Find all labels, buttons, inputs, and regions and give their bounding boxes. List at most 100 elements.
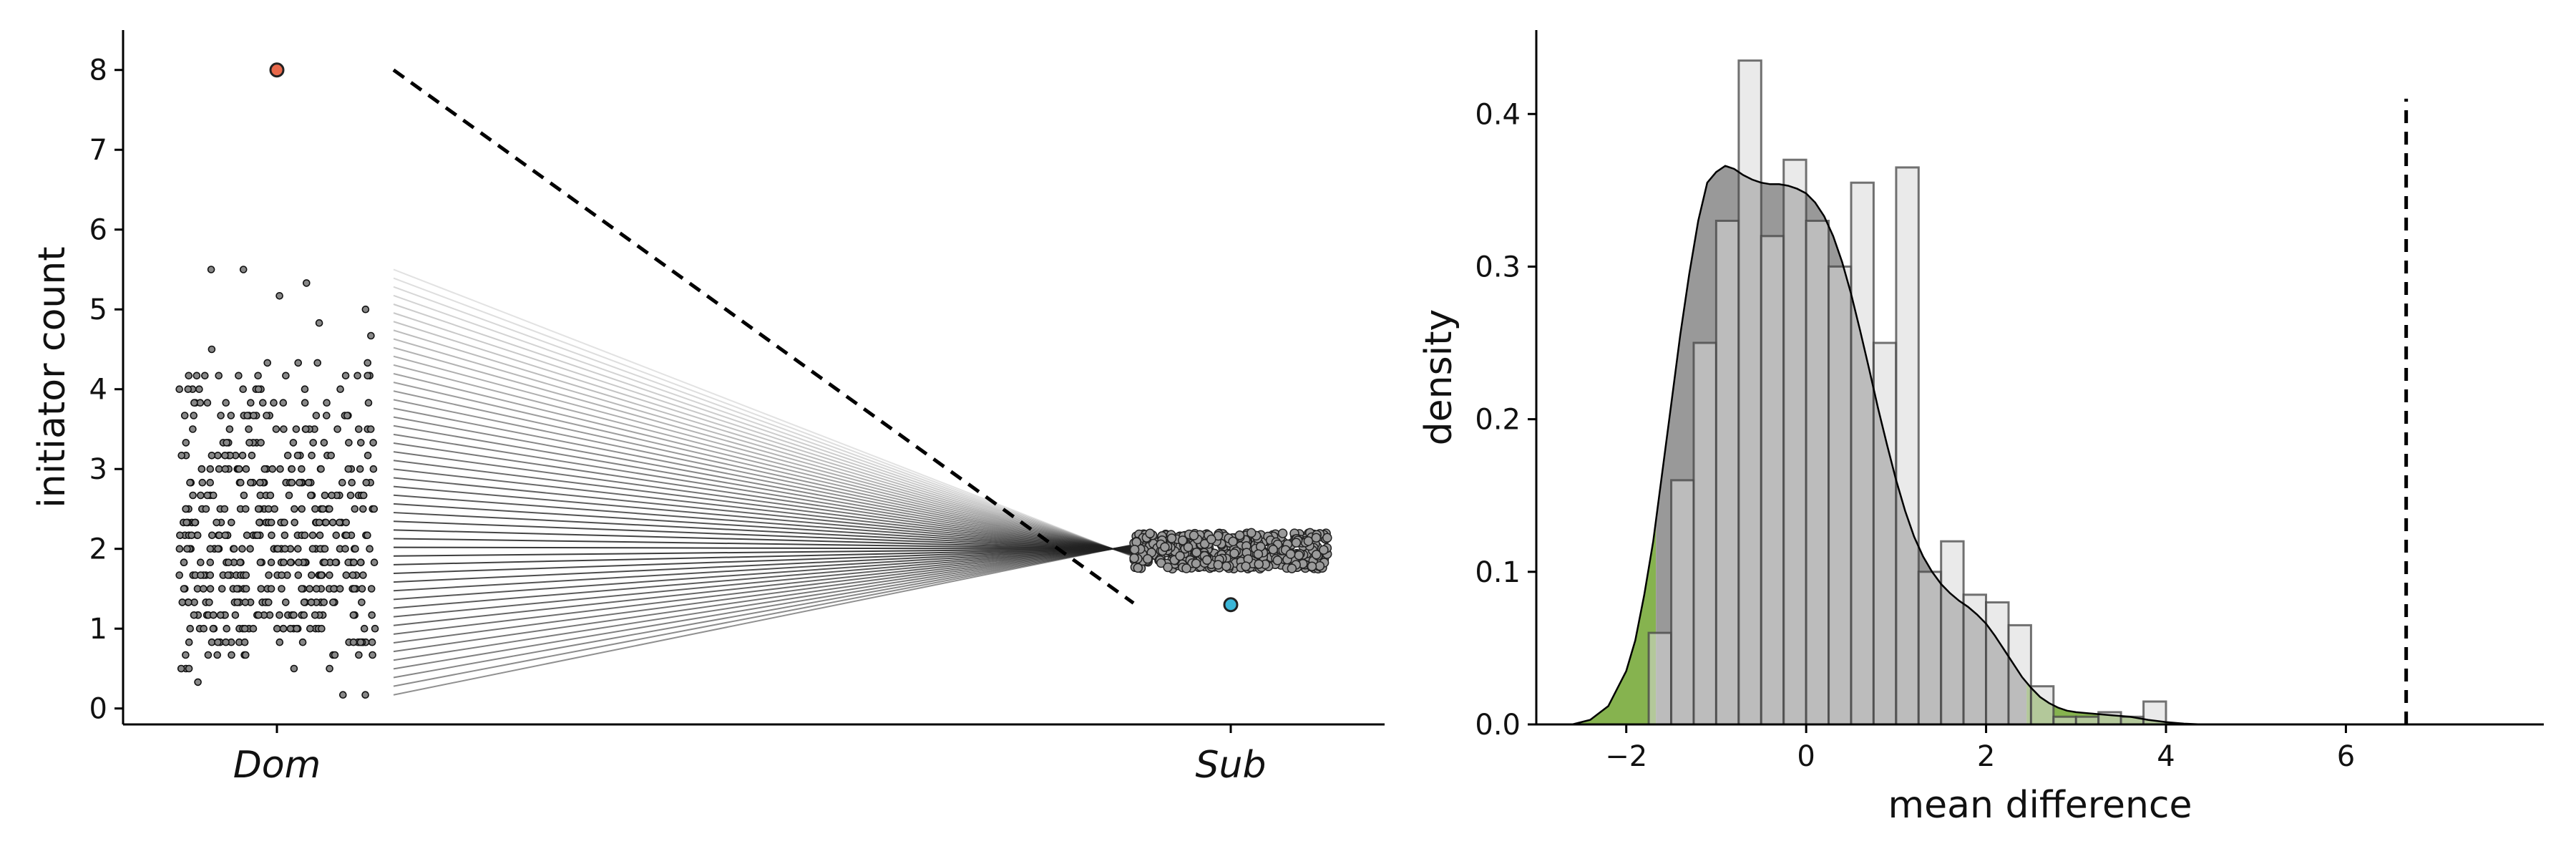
dom-point [186,478,194,487]
dom-point [238,545,246,553]
dom-point [348,571,357,579]
dom-point [249,624,258,633]
dom-point [243,412,251,419]
kde-curve [1571,165,2202,726]
dom-point [315,319,323,327]
dom-point [361,305,370,314]
dom-point [190,611,198,619]
pair-line [393,390,1134,555]
dom-point [246,399,255,407]
dom-point [341,545,349,553]
dom-point [364,372,372,380]
sub-point [1253,549,1264,559]
dom-point [206,545,215,553]
pair-line [393,382,1134,555]
sub-point [1322,533,1332,543]
y-tick-label: 0.4 [1475,98,1521,131]
dom-point [214,638,222,646]
y-tick-label: 0.3 [1475,251,1521,283]
dom-point [330,585,338,593]
sub-point [1319,545,1329,555]
dom-points [175,266,379,699]
category-label-sub: Sub [1196,744,1267,787]
dom-point [298,585,306,593]
dom-point [308,451,316,460]
dom-point [356,439,365,447]
dom-point [235,372,243,380]
dom-point [233,598,242,606]
dom-point [304,478,313,487]
dom-point [282,372,290,380]
left-y-axis-label: initiator count [31,246,74,508]
pair-line [393,329,1134,556]
dom-point [279,624,288,633]
dom-point [306,585,314,593]
dom-point [368,611,376,619]
dom-point [280,425,288,433]
dom-point [241,651,250,659]
dom-point [240,491,248,500]
y-tick-label: 0.2 [1475,404,1521,437]
dom-point [208,531,216,540]
histogram-bar [1647,631,1673,726]
pair-line [393,485,1134,552]
dom-point [218,585,226,593]
y-tick-label: 0 [89,693,107,726]
dom-point [246,545,254,553]
dom-point [354,425,363,433]
dom-point [294,359,303,367]
dom-point [233,585,241,593]
sub-point [1133,563,1143,573]
dom-point [206,571,215,579]
sub-point [1303,536,1314,546]
sub-point [1272,555,1283,566]
dom-point [300,611,308,619]
dom-point [318,505,327,513]
sub-point [1291,538,1302,548]
dom-point [275,611,283,619]
dom-point [241,505,250,513]
dom-point [185,664,193,673]
dom-point [320,439,328,447]
dom-point [359,571,367,579]
dom-point [344,465,353,473]
pair-line [393,545,1134,618]
dom-point [185,372,193,380]
right-x-axis-label: mean difference [1888,784,2192,827]
dom-point [268,531,275,540]
dom-point [320,598,328,606]
y-tick-label: 3 [89,453,107,486]
dom-point [243,531,251,540]
dom-point [286,558,295,567]
histogram-bar [1917,571,1943,726]
dom-point [222,399,230,407]
dom-point [206,558,215,567]
dom-point [331,651,339,659]
highlight-connector-line [392,68,1135,605]
dom-point [296,478,303,487]
dom-point [350,585,358,593]
dom-point [309,439,318,447]
left-x-ticks: Dom Sub [233,724,1267,787]
dom-point [199,585,208,593]
histogram-bar [1805,220,1830,726]
dom-point [280,531,289,540]
dom-point [239,385,248,394]
dom-point [302,279,311,287]
dom-point [351,545,359,553]
sub-point [1143,554,1153,564]
dom-point [366,425,375,433]
dom-point [265,571,273,579]
dom-point [224,571,233,579]
dom-point [358,585,366,593]
dom-point [281,598,290,606]
dom-point [301,385,309,394]
dom-point [292,425,301,433]
dom-point [298,638,307,646]
dom-point [241,598,250,606]
dom-point [321,545,329,553]
dom-point [349,611,358,619]
pair-line [393,364,1134,555]
pair-line [393,546,1134,601]
